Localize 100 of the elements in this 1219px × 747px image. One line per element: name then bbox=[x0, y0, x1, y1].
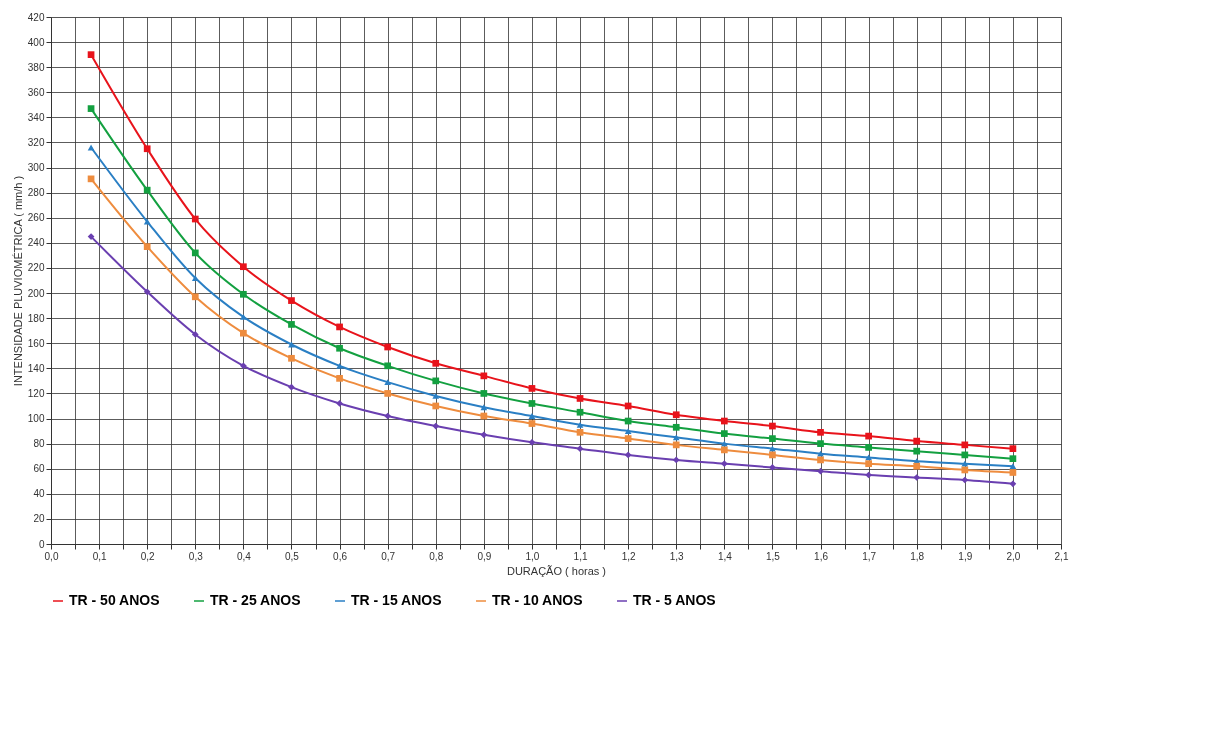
point bbox=[720, 446, 728, 454]
point bbox=[672, 441, 680, 449]
x-tick-label: 0,8 bbox=[429, 550, 444, 562]
point bbox=[865, 432, 872, 440]
point bbox=[432, 422, 440, 430]
point bbox=[336, 375, 343, 382]
point bbox=[913, 462, 921, 470]
point bbox=[240, 329, 247, 337]
point bbox=[240, 290, 247, 298]
legend-label: TR - 5 ANOS bbox=[633, 592, 716, 608]
point bbox=[240, 263, 247, 271]
point bbox=[384, 362, 392, 370]
point bbox=[961, 476, 969, 484]
x-tick-label: 2,0 bbox=[1006, 550, 1021, 562]
point bbox=[576, 445, 584, 452]
x-tick-label: 0,2 bbox=[140, 550, 156, 562]
point bbox=[624, 435, 632, 442]
y-tick-label: 280 bbox=[27, 187, 45, 199]
legend-label: TR - 50 ANOS bbox=[69, 592, 160, 608]
point bbox=[769, 451, 776, 459]
point bbox=[817, 440, 824, 447]
x-tick-label: 0,3 bbox=[188, 550, 204, 562]
legend-label: TR - 15 ANOS bbox=[351, 592, 442, 608]
point bbox=[191, 331, 199, 338]
point bbox=[191, 215, 199, 223]
point bbox=[240, 313, 247, 320]
y-tick-label: 40 bbox=[33, 488, 45, 500]
point bbox=[432, 377, 440, 385]
point bbox=[913, 437, 921, 445]
point bbox=[143, 288, 151, 296]
x-tick-label: 1,0 bbox=[525, 550, 540, 562]
point bbox=[288, 321, 295, 328]
point bbox=[817, 428, 824, 436]
point bbox=[865, 460, 872, 468]
point bbox=[672, 411, 680, 419]
point bbox=[576, 421, 584, 428]
y-tick-label: 140 bbox=[27, 362, 45, 374]
point bbox=[720, 430, 728, 437]
y-tick-label: 360 bbox=[27, 86, 45, 98]
y-tick-label: 200 bbox=[27, 287, 45, 299]
y-tick-label: 160 bbox=[27, 337, 45, 349]
point bbox=[480, 390, 488, 397]
point bbox=[191, 275, 199, 281]
point bbox=[720, 460, 728, 468]
point bbox=[624, 428, 632, 434]
x-tick-label: 0,4 bbox=[236, 550, 252, 562]
y-tick-label: 220 bbox=[27, 262, 45, 274]
point bbox=[528, 413, 536, 419]
point bbox=[384, 343, 392, 351]
point bbox=[769, 422, 776, 430]
y-tick-label: 320 bbox=[27, 136, 45, 148]
point bbox=[384, 412, 392, 420]
point bbox=[143, 186, 151, 194]
y-axis-title: INTENSIDADE PLUVIOMÉTRICA ( mm/h ) bbox=[11, 175, 24, 387]
point bbox=[576, 428, 584, 436]
point bbox=[720, 417, 728, 425]
x-tick-label: 1,8 bbox=[910, 550, 925, 562]
point bbox=[576, 408, 584, 416]
point bbox=[528, 420, 536, 427]
point bbox=[528, 385, 536, 392]
point bbox=[191, 249, 199, 257]
point bbox=[720, 440, 728, 447]
x-tick-label: 1,4 bbox=[717, 550, 733, 562]
point bbox=[384, 379, 392, 386]
point bbox=[913, 474, 921, 481]
y-tick-label: 240 bbox=[27, 237, 45, 249]
y-tick-label: 20 bbox=[33, 513, 45, 525]
x-tick-label: 1,7 bbox=[862, 550, 877, 562]
point bbox=[961, 466, 969, 474]
point bbox=[672, 456, 680, 464]
point bbox=[1009, 480, 1017, 488]
y-tick-label: 100 bbox=[27, 413, 45, 425]
y-tick-label: 420 bbox=[27, 11, 45, 23]
point bbox=[432, 359, 440, 367]
point bbox=[769, 464, 776, 471]
y-tick-label: 380 bbox=[27, 61, 45, 73]
point bbox=[672, 423, 680, 431]
point bbox=[1009, 445, 1017, 452]
point bbox=[961, 460, 969, 467]
x-tick-label: 2,1 bbox=[1054, 550, 1069, 562]
point bbox=[865, 444, 872, 451]
x-tick-label: 1,6 bbox=[814, 550, 829, 562]
x-tick-label: 1,1 bbox=[573, 550, 588, 562]
x-tick-label: 1,2 bbox=[621, 550, 637, 562]
y-tick-label: 180 bbox=[27, 312, 45, 324]
x-tick-label: 0,0 bbox=[44, 550, 59, 562]
x-tick-label: 0,6 bbox=[333, 550, 348, 562]
point bbox=[528, 400, 536, 407]
legend-label: TR - 10 ANOS bbox=[492, 592, 583, 608]
point bbox=[288, 383, 295, 391]
point bbox=[240, 362, 247, 370]
legend-label: TR - 25 ANOS bbox=[210, 592, 301, 608]
y-tick-label: 120 bbox=[27, 387, 45, 399]
x-tick-label: 0,7 bbox=[381, 550, 396, 562]
y-tick-label: 80 bbox=[33, 438, 45, 450]
point bbox=[143, 145, 151, 153]
point bbox=[672, 434, 680, 441]
x-tick-label: 1,3 bbox=[669, 550, 685, 562]
point bbox=[624, 451, 632, 459]
point bbox=[87, 51, 95, 58]
